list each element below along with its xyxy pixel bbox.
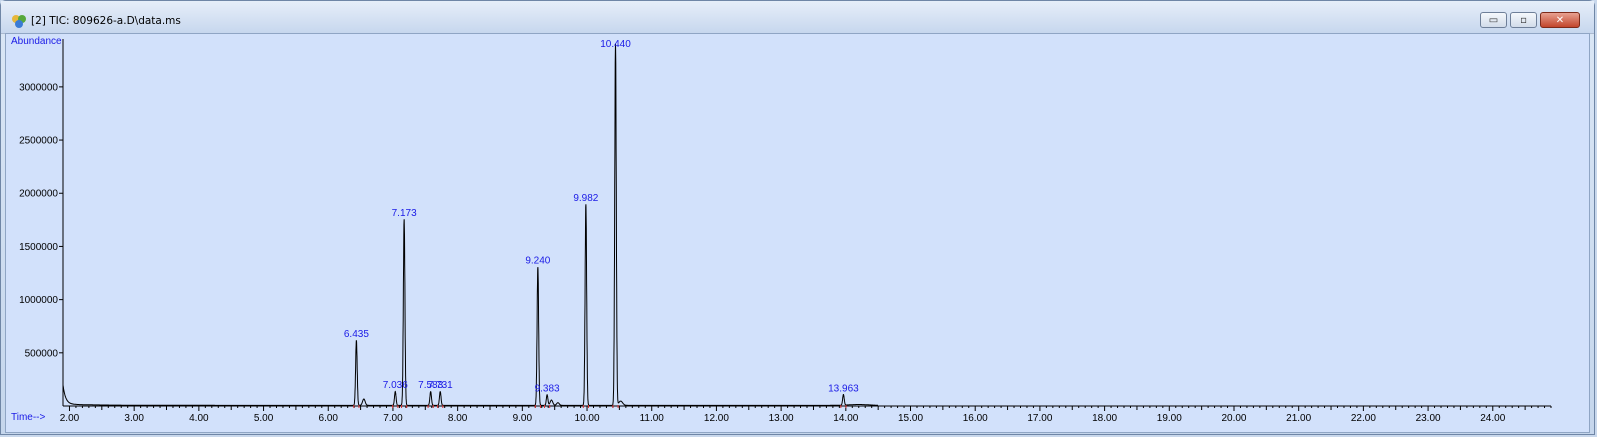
- x-tick-label: 20.00: [1221, 413, 1246, 424]
- y-tick-label: 3000000: [19, 82, 58, 93]
- x-tick-label: 3.00: [124, 413, 144, 424]
- peak-label: 10.440: [600, 39, 631, 50]
- x-tick-label: 8.00: [448, 413, 468, 424]
- y-tick-label: 500000: [25, 348, 59, 359]
- y-tick-label: 1500000: [19, 242, 58, 253]
- x-tick-label: 4.00: [189, 413, 209, 424]
- ticks: 2.00 3.00 4.00 5.00 6.00 7.00 8.00 9.00 10.00 11.…: [19, 82, 1552, 424]
- app-icon: [12, 15, 26, 28]
- title-bar[interactable]: [2] TIC: 809626-a.D\data.ms ▭ ▫ ✕: [1, 1, 1594, 34]
- x-tick-label: 2.00: [60, 413, 80, 424]
- y-tick-label: 2000000: [19, 189, 58, 200]
- tic-trace: [62, 43, 878, 406]
- x-tick-label: 10.00: [575, 413, 600, 424]
- peak-label: 7.583: [418, 380, 443, 391]
- peak-label: 9.982: [573, 193, 598, 204]
- x-axis-label: Time-->: [11, 412, 46, 423]
- x-tick-label: 18.00: [1092, 413, 1117, 424]
- x-tick-label: 6.00: [319, 413, 339, 424]
- x-tick-label: 23.00: [1416, 413, 1441, 424]
- x-tick-label: 12.00: [704, 413, 729, 424]
- peak-label: 7.731: [428, 380, 453, 391]
- x-tick-label: 14.00: [833, 413, 858, 424]
- x-tick-label: 16.00: [963, 413, 988, 424]
- x-tick-label: 5.00: [254, 413, 274, 424]
- axes: [62, 39, 1551, 407]
- x-tick-label: 19.00: [1157, 413, 1182, 424]
- peak-label: 6.435: [344, 329, 369, 340]
- x-tick-label: 9.00: [513, 413, 533, 424]
- restore-button[interactable]: ▫: [1510, 12, 1537, 28]
- x-tick-label: 22.00: [1351, 413, 1376, 424]
- chromatogram-chart: Abundance Time--> 2.00 3.00 4.00 5.00 6.00 7.…: [11, 36, 1552, 424]
- window-title: [2] TIC: 809626-a.D\data.ms: [31, 15, 181, 27]
- x-tick-label: 11.00: [640, 413, 665, 424]
- peak-label: 13.963: [828, 383, 859, 394]
- peak-label: 7.036: [383, 380, 408, 391]
- close-button[interactable]: ✕: [1540, 12, 1580, 28]
- minimize-button[interactable]: ▭: [1480, 12, 1507, 28]
- peak-label: 7.173: [392, 208, 417, 219]
- x-tick-label: 24.00: [1480, 413, 1505, 424]
- peak-label: 9.383: [535, 383, 560, 394]
- x-tick-label: 7.00: [383, 413, 403, 424]
- x-tick-label: 17.00: [1027, 413, 1052, 424]
- y-axis-label: Abundance: [11, 36, 62, 47]
- peak-label: 9.240: [525, 256, 550, 267]
- y-tick-label: 1000000: [19, 295, 58, 306]
- x-tick-label: 13.00: [769, 413, 794, 424]
- plot-area: Abundance Time--> 2.00 3.00 4.00 5.00 6.00 7.…: [5, 33, 1590, 433]
- y-tick-label: 2500000: [19, 136, 58, 147]
- x-tick-label: 15.00: [898, 413, 923, 424]
- x-tick-label: 21.00: [1286, 413, 1311, 424]
